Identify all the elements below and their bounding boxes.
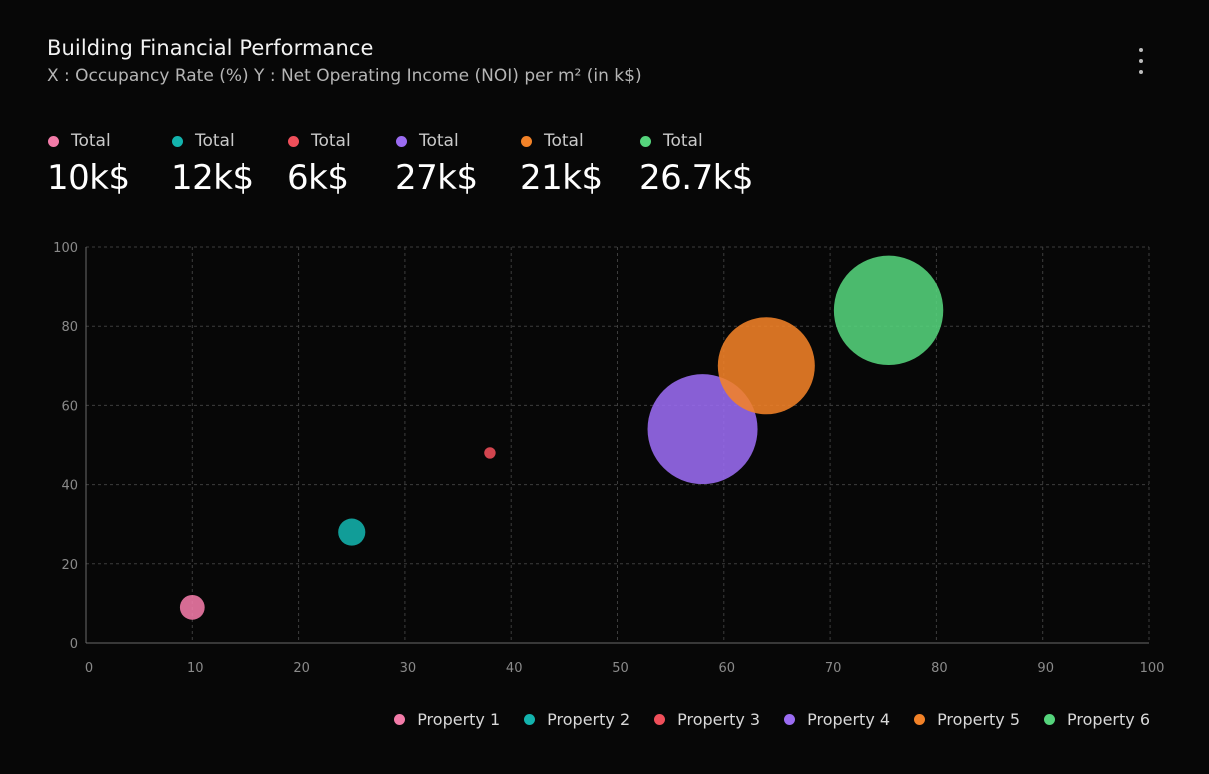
total-label: Total <box>419 131 459 151</box>
legend-label: Property 1 <box>417 710 501 729</box>
bubble-property-6[interactable] <box>833 255 944 366</box>
total-label: Total <box>544 131 584 151</box>
legend-item-property-5[interactable]: Property 5 <box>914 710 1020 729</box>
legend-label: Property 2 <box>547 710 631 729</box>
menu-dot <box>1139 48 1143 52</box>
menu-dot <box>1139 59 1143 63</box>
legend-item-property-1[interactable]: Property 1 <box>394 710 500 729</box>
total-color-dot <box>521 135 532 147</box>
y-tick-label: 20 <box>61 558 78 573</box>
legend-item-property-3[interactable]: Property 3 <box>654 710 760 729</box>
total-property-1: Total 10k$ <box>47 130 130 198</box>
total-value: 21k$ <box>520 158 603 198</box>
x-tick-label: 10 <box>187 661 204 676</box>
total-value: 26.7k$ <box>639 158 754 198</box>
legend-label: Property 4 <box>807 710 891 729</box>
legend-item-property-4[interactable]: Property 4 <box>784 710 890 729</box>
bubble-property-3[interactable] <box>484 447 496 459</box>
chart-legend: Property 1 Property 2 Property 3 Property 4… <box>370 710 1150 729</box>
x-tick-label: 100 <box>1140 661 1165 676</box>
more-vertical-icon[interactable] <box>1130 48 1152 74</box>
total-label: Total <box>663 131 703 151</box>
total-color-dot <box>288 135 299 147</box>
x-tick-label: 80 <box>931 661 948 676</box>
y-tick-label: 0 <box>70 637 78 652</box>
legend-label: Property 3 <box>677 710 761 729</box>
total-color-dot <box>396 135 407 147</box>
legend-label: Property 6 <box>1067 710 1150 729</box>
legend-color-dot <box>394 714 406 725</box>
x-tick-label: 70 <box>825 661 842 676</box>
x-tick-label: 30 <box>400 661 417 676</box>
total-label: Total <box>195 131 235 151</box>
total-value: 12k$ <box>171 158 254 198</box>
legend-color-dot <box>654 714 666 725</box>
bubble-property-2[interactable] <box>338 518 366 546</box>
bubble-property-4[interactable] <box>647 374 758 485</box>
total-label: Total <box>71 131 111 151</box>
legend-item-property-2[interactable]: Property 2 <box>524 710 630 729</box>
x-tick-label: 20 <box>293 661 310 676</box>
total-value: 27k$ <box>395 158 478 198</box>
x-tick-label: 0 <box>85 661 93 676</box>
total-value: 10k$ <box>47 158 130 198</box>
y-tick-label: 100 <box>53 241 78 256</box>
total-property-4: Total 27k$ <box>395 130 478 198</box>
y-tick-label: 40 <box>61 479 78 494</box>
total-property-5: Total 21k$ <box>520 130 603 198</box>
total-color-dot <box>48 135 59 147</box>
bubble-property-5[interactable] <box>717 317 815 415</box>
chart-subtitle: X : Occupancy Rate (%) Y : Net Operating… <box>47 66 642 86</box>
x-tick-label: 40 <box>506 661 523 676</box>
total-property-2: Total 12k$ <box>171 130 254 198</box>
total-value: 6k$ <box>287 158 349 198</box>
x-tick-label: 50 <box>612 661 629 676</box>
legend-color-dot <box>1044 714 1056 725</box>
x-tick-label: 60 <box>719 661 736 676</box>
chart-title: Building Financial Performance <box>47 36 374 60</box>
y-tick-label: 80 <box>61 320 78 335</box>
legend-color-dot <box>784 714 796 725</box>
y-tick-label: 60 <box>61 399 78 414</box>
total-color-dot <box>640 135 651 147</box>
total-color-dot <box>172 135 183 147</box>
x-tick-label: 90 <box>1037 661 1054 676</box>
total-label: Total <box>311 131 351 151</box>
bubble-property-1[interactable] <box>179 594 205 620</box>
legend-color-dot <box>524 714 536 725</box>
legend-color-dot <box>914 714 926 725</box>
menu-dot <box>1139 70 1143 74</box>
total-property-6: Total 26.7k$ <box>639 130 754 198</box>
legend-label: Property 5 <box>937 710 1021 729</box>
legend-item-property-6[interactable]: Property 6 <box>1044 710 1150 729</box>
total-property-3: Total 6k$ <box>287 130 351 198</box>
